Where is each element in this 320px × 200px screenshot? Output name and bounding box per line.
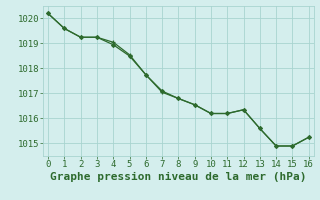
X-axis label: Graphe pression niveau de la mer (hPa): Graphe pression niveau de la mer (hPa) [50, 172, 307, 182]
